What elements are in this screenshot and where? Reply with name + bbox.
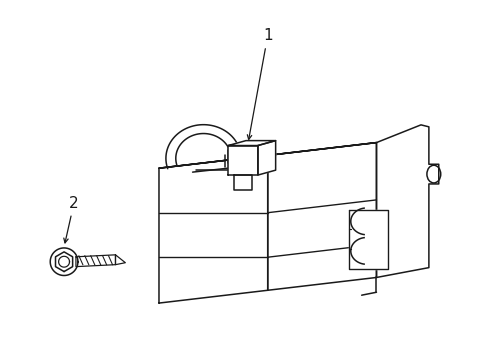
Polygon shape [76, 255, 115, 267]
Polygon shape [159, 156, 267, 303]
Text: 1: 1 [247, 28, 272, 139]
Polygon shape [257, 141, 275, 175]
Polygon shape [159, 143, 376, 168]
Polygon shape [228, 145, 257, 175]
Polygon shape [348, 210, 387, 269]
Polygon shape [376, 125, 438, 278]
Polygon shape [267, 143, 376, 290]
Text: 2: 2 [63, 195, 79, 243]
Polygon shape [228, 141, 275, 145]
Polygon shape [234, 175, 251, 190]
Polygon shape [115, 255, 125, 265]
Polygon shape [56, 252, 73, 271]
